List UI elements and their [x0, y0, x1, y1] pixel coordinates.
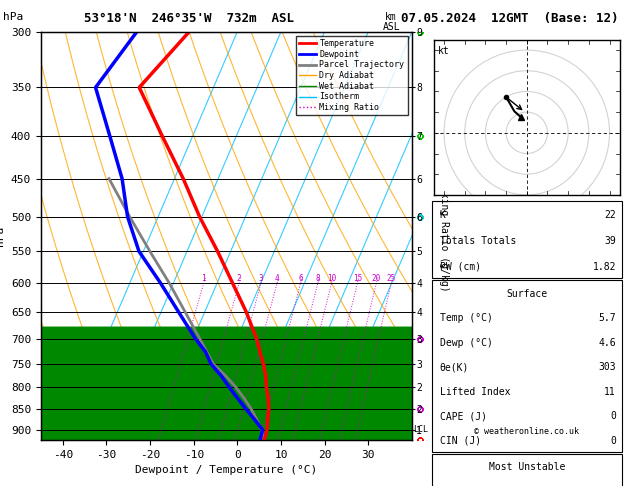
Text: 2: 2 [237, 274, 242, 283]
Text: 22: 22 [604, 210, 616, 220]
Text: 5.7: 5.7 [598, 313, 616, 323]
Text: PW (cm): PW (cm) [440, 261, 481, 272]
Text: 39: 39 [604, 236, 616, 246]
Text: 10: 10 [327, 274, 337, 283]
Text: 25: 25 [387, 274, 396, 283]
Text: 20: 20 [372, 274, 381, 283]
Legend: Temperature, Dewpoint, Parcel Trajectory, Dry Adiabat, Wet Adiabat, Isotherm, Mi: Temperature, Dewpoint, Parcel Trajectory… [296, 36, 408, 115]
Text: kt: kt [438, 46, 450, 56]
Text: 1: 1 [201, 274, 206, 283]
Text: CAPE (J): CAPE (J) [440, 411, 487, 421]
Text: CIN (J): CIN (J) [440, 435, 481, 446]
Text: 0: 0 [610, 411, 616, 421]
Text: Totals Totals: Totals Totals [440, 236, 516, 246]
Text: 3: 3 [259, 274, 264, 283]
X-axis label: Dewpoint / Temperature (°C): Dewpoint / Temperature (°C) [135, 465, 318, 475]
Text: 6: 6 [298, 274, 303, 283]
Text: LCL: LCL [413, 425, 428, 434]
Text: Lifted Index: Lifted Index [440, 387, 510, 397]
Text: 4.6: 4.6 [598, 338, 616, 347]
Text: hPa: hPa [3, 12, 23, 22]
Text: 11: 11 [604, 387, 616, 397]
Text: Temp (°C): Temp (°C) [440, 313, 493, 323]
Text: K: K [440, 210, 445, 220]
Text: 0: 0 [610, 435, 616, 446]
Text: Surface: Surface [506, 289, 547, 299]
Text: km
ASL: km ASL [382, 12, 400, 32]
Y-axis label: Mixing Ratio (g/kg): Mixing Ratio (g/kg) [438, 180, 448, 292]
Text: 1.82: 1.82 [593, 261, 616, 272]
Y-axis label: hPa: hPa [0, 226, 6, 246]
Text: 4: 4 [275, 274, 279, 283]
Text: Dewp (°C): Dewp (°C) [440, 338, 493, 347]
Text: Most Unstable: Most Unstable [489, 462, 565, 472]
Text: 15: 15 [353, 274, 362, 283]
Text: © weatheronline.co.uk: © weatheronline.co.uk [474, 427, 579, 436]
Text: 8: 8 [316, 274, 320, 283]
Text: 07.05.2024  12GMT  (Base: 12): 07.05.2024 12GMT (Base: 12) [401, 12, 618, 25]
Text: θe(K): θe(K) [440, 362, 469, 372]
Text: 303: 303 [598, 362, 616, 372]
Text: 53°18'N  246°35'W  732m  ASL: 53°18'N 246°35'W 732m ASL [84, 12, 294, 25]
